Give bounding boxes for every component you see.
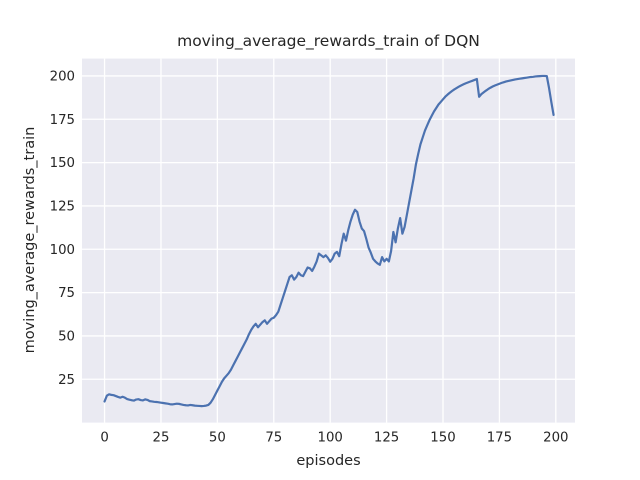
- x-tick-label: 25: [153, 431, 170, 446]
- x-tick-label: 200: [543, 431, 568, 446]
- y-tick-label: 175: [50, 113, 75, 128]
- y-tick-label: 125: [50, 200, 75, 215]
- x-tick-label: 75: [265, 431, 282, 446]
- x-tick-label: 50: [209, 431, 226, 446]
- x-tick-label: 175: [487, 431, 512, 446]
- y-tick-label: 50: [58, 330, 75, 345]
- reward-line: [103, 74, 555, 408]
- x-tick-label: 0: [100, 431, 108, 446]
- y-axis-label: moving_average_rewards_train: [22, 126, 38, 354]
- x-tick-label: 150: [430, 431, 455, 446]
- y-tick-label: 25: [58, 373, 75, 388]
- y-tick-label: 200: [50, 70, 75, 85]
- x-tick-label: 125: [374, 431, 399, 446]
- y-tick-label: 150: [50, 156, 75, 171]
- chart-title: moving_average_rewards_train of DQN: [177, 32, 480, 50]
- x-tick-label: 100: [317, 431, 342, 446]
- x-axis-label: episodes: [296, 453, 361, 469]
- y-tick-label: 100: [50, 243, 75, 258]
- plot-area: [82, 58, 575, 423]
- y-tick-label: 75: [58, 286, 75, 301]
